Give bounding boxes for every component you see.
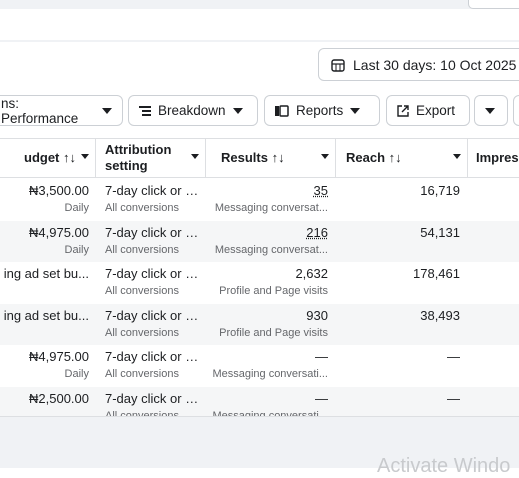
column-header[interactable]: Results ↑↓ <box>221 142 321 174</box>
top-strip <box>0 0 519 9</box>
top-button[interactable] <box>468 0 519 9</box>
results-note: Messaging conversati... <box>212 368 328 380</box>
budget: ing ad set bu... <box>4 266 89 281</box>
caret <box>191 154 199 159</box>
results: 930 <box>306 308 328 323</box>
budget: ing ad set bu... <box>4 308 89 323</box>
attribution-note: All conversions <box>105 327 179 339</box>
reach: 178,461 <box>413 266 460 281</box>
table: udget ↑↓ Attribution setting Results ↑↓ Rea… <box>0 138 519 416</box>
column-divider <box>335 138 336 178</box>
attribution: 7-day click or … <box>105 266 198 281</box>
attribution-note: All conversions <box>105 368 179 380</box>
date-range: Last 30 days: 10 Oct 2025 - 8 <box>353 57 519 73</box>
caret <box>485 108 495 114</box>
budget: ₦4,975.00 <box>29 225 89 240</box>
attribution: 7-day click or … <box>105 183 198 198</box>
export-button[interactable]: Export <box>386 95 470 126</box>
attribution: 7-day click or … <box>105 225 198 240</box>
caret <box>102 108 112 114</box>
breakdown-icon <box>139 105 151 117</box>
results: — <box>315 391 328 406</box>
more-button[interactable] <box>474 95 508 126</box>
budget-note: Daily <box>65 202 89 214</box>
reach: 54,131 <box>420 225 460 240</box>
attribution-note: All conversions <box>105 285 179 297</box>
attribution-note: All conversions <box>105 244 179 256</box>
date-button[interactable]: Last 30 days: 10 Oct 2025 - 8 <box>318 48 519 81</box>
caret <box>233 108 243 114</box>
reports-icon <box>275 105 289 117</box>
button-label: Export <box>416 103 455 118</box>
budget: ₦2,500.00 <box>29 391 89 406</box>
column-header[interactable]: Attribution setting <box>105 142 185 174</box>
calendar-icon <box>331 58 345 72</box>
export-icon <box>397 105 409 117</box>
results-note: Profile and Page visits <box>219 327 328 339</box>
results: 35 <box>314 183 328 198</box>
attribution: 7-day click or … <box>105 349 198 364</box>
results: — <box>315 349 328 364</box>
caret <box>321 154 329 159</box>
button-label: ns: Performance <box>1 96 95 126</box>
button-label: Reports <box>296 103 343 118</box>
reports-button[interactable]: Reports <box>264 95 380 126</box>
separator <box>0 40 519 42</box>
reach: — <box>447 349 460 364</box>
results-note: Messaging conversat... <box>215 244 328 256</box>
cut-button[interactable] <box>513 95 519 126</box>
column-header[interactable]: Impress <box>476 142 519 174</box>
results-note: Profile and Page visits <box>219 285 328 297</box>
page: Last 30 days: 10 Oct 2025 - 8 ns: Perfor… <box>0 0 519 467</box>
caret <box>350 108 360 114</box>
results-note: Messaging conversat... <box>215 202 328 214</box>
column-divider <box>95 138 96 178</box>
budget: ₦4,975.00 <box>29 349 89 364</box>
budget: ₦3,500.00 <box>29 183 89 198</box>
results: 216 <box>306 225 328 240</box>
results: 2,632 <box>295 266 328 281</box>
column-header[interactable]: udget ↑↓ <box>0 142 76 174</box>
reach: 16,719 <box>420 183 460 198</box>
column-header[interactable]: Reach ↑↓ <box>346 142 446 174</box>
attribution: 7-day click or … <box>105 391 198 406</box>
breakdown-button[interactable]: Breakdown <box>128 95 258 126</box>
column-divider <box>467 138 468 178</box>
caret <box>81 154 89 159</box>
reach: 38,493 <box>420 308 460 323</box>
attribution-note: All conversions <box>105 202 179 214</box>
budget-note: Daily <box>65 244 89 256</box>
columns-button[interactable]: ns: Performance <box>0 95 123 126</box>
budget-note: Daily <box>65 368 89 380</box>
reach: — <box>447 391 460 406</box>
attribution: 7-day click or … <box>105 308 198 323</box>
column-divider <box>205 138 206 178</box>
caret <box>453 154 461 159</box>
button-label: Breakdown <box>158 103 226 118</box>
